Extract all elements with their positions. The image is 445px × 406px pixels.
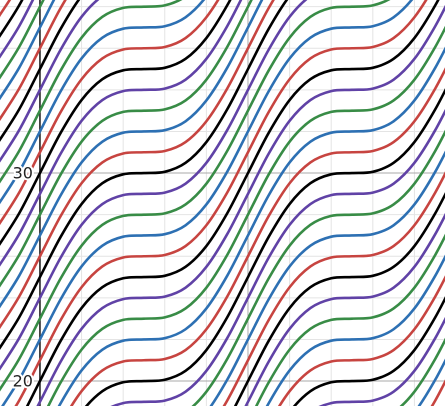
curve (0, 0, 308, 371)
curve (0, 0, 275, 330)
curve (0, 0, 81, 142)
curve (191, 129, 445, 406)
curve (110, 108, 445, 406)
curve (0, 0, 100, 163)
y-tick-label: 30 (13, 164, 33, 183)
curve (318, 316, 445, 406)
curve (0, 0, 243, 267)
y-tick-label: 20 (13, 372, 33, 391)
curve (0, 0, 232, 246)
curve (0, 0, 264, 309)
curve (0, 0, 183, 184)
curve (0, 0, 391, 392)
curve (209, 150, 445, 406)
curve (0, 0, 220, 226)
curve (254, 233, 445, 406)
curve (0, 0, 289, 350)
curve (46, 25, 445, 406)
curve (84, 88, 445, 406)
curve (265, 254, 445, 406)
curve (233, 192, 445, 406)
curve (244, 212, 445, 406)
curve (222, 171, 445, 406)
curve (277, 275, 445, 406)
curve (0, 0, 206, 205)
curve (292, 296, 445, 406)
curve (69, 67, 445, 406)
curve (0, 0, 253, 288)
curve (57, 46, 445, 406)
